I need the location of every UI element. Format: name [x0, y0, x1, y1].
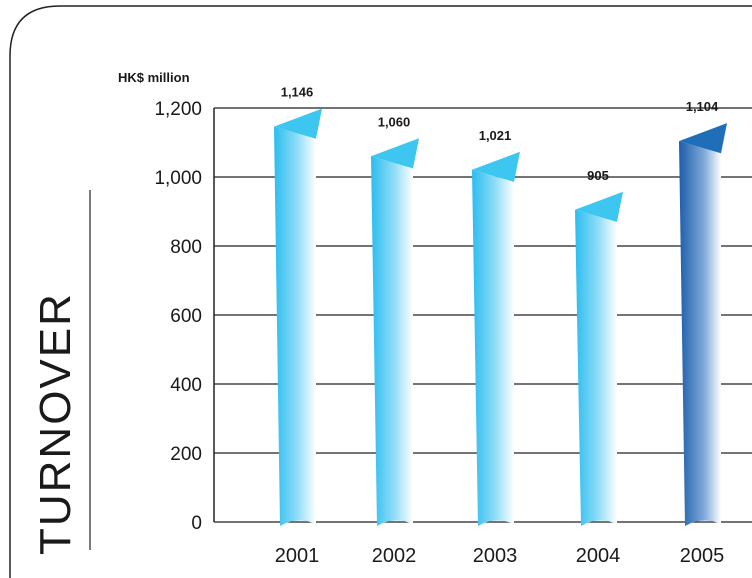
- bar-2001: [274, 108, 322, 526]
- bar-cap: [679, 123, 727, 154]
- bar-2002: [371, 138, 419, 527]
- data-label-2003: 1,021: [479, 128, 512, 143]
- data-label-2002: 1,060: [378, 114, 411, 129]
- bar-body: [371, 156, 413, 527]
- bar-2003: [472, 151, 520, 526]
- chart-frame: [9, 5, 752, 578]
- bar-cap: [575, 191, 623, 222]
- y-tick-label: 200: [170, 444, 202, 465]
- y-tick-label: 1,200: [154, 99, 202, 120]
- y-tick-label: 1,000: [154, 168, 202, 189]
- bars: [274, 108, 727, 527]
- bar-2004: [575, 191, 623, 526]
- y-axis-unit-label: HK$ million: [118, 70, 190, 85]
- category-label-2005: 2005: [680, 545, 725, 567]
- y-tick-label: 0: [191, 513, 202, 534]
- category-label-2003: 2003: [473, 545, 518, 567]
- bar-body: [274, 126, 316, 526]
- y-axis-tick-labels: 0 200 400 600 800 1,000 1,200: [154, 99, 202, 534]
- category-label-2002: 2002: [372, 545, 417, 567]
- category-label-2001: 2001: [275, 545, 320, 567]
- side-title: TURNOVER: [31, 292, 80, 555]
- y-tick-label: 800: [170, 237, 202, 258]
- data-label-2001: 1,146: [281, 85, 314, 100]
- category-labels: 2001 2002 2003 2004 2005: [275, 545, 725, 567]
- bar-cap: [274, 108, 322, 139]
- bar-2005: [679, 123, 727, 526]
- bar-body: [575, 209, 617, 526]
- category-label-2004: 2004: [576, 545, 621, 567]
- bar-cap: [371, 138, 419, 169]
- y-tick-label: 600: [170, 306, 202, 327]
- data-labels: 1,146 1,060 1,021 905 1,104: [281, 85, 719, 183]
- bar-body: [679, 141, 721, 526]
- bar-cap: [472, 151, 520, 182]
- y-tick-label: 400: [170, 375, 202, 396]
- data-label-2004: 905: [587, 168, 609, 183]
- bar-body: [472, 169, 514, 526]
- data-label-2005: 1,104: [686, 99, 719, 114]
